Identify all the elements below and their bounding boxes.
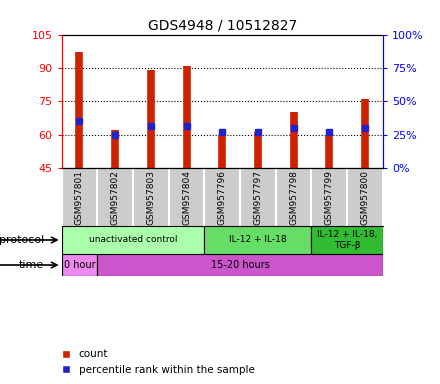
Bar <box>97 253 383 276</box>
Text: IL-12 + IL-18,
TGF-β: IL-12 + IL-18, TGF-β <box>317 230 377 250</box>
Text: IL-12 + IL-18: IL-12 + IL-18 <box>229 235 287 245</box>
Text: GSM957801: GSM957801 <box>75 170 84 225</box>
Legend: count, percentile rank within the sample: count, percentile rank within the sample <box>58 345 259 379</box>
Text: 0 hour: 0 hour <box>64 260 95 270</box>
Text: GSM957797: GSM957797 <box>253 170 262 225</box>
Bar <box>62 227 204 253</box>
Bar <box>204 227 312 253</box>
Text: GSM957803: GSM957803 <box>147 170 155 225</box>
Title: GDS4948 / 10512827: GDS4948 / 10512827 <box>147 18 297 32</box>
Text: 15-20 hours: 15-20 hours <box>211 260 269 270</box>
Text: GSM957796: GSM957796 <box>218 170 227 225</box>
Text: GSM957799: GSM957799 <box>325 170 334 225</box>
Text: GSM957800: GSM957800 <box>360 170 370 225</box>
Text: unactivated control: unactivated control <box>89 235 177 245</box>
Bar <box>62 253 97 276</box>
Text: GSM957798: GSM957798 <box>289 170 298 225</box>
Text: protocol: protocol <box>0 235 44 245</box>
Text: GSM957802: GSM957802 <box>110 170 120 225</box>
Text: GSM957804: GSM957804 <box>182 170 191 225</box>
Text: time: time <box>18 260 44 270</box>
Bar <box>312 227 383 253</box>
